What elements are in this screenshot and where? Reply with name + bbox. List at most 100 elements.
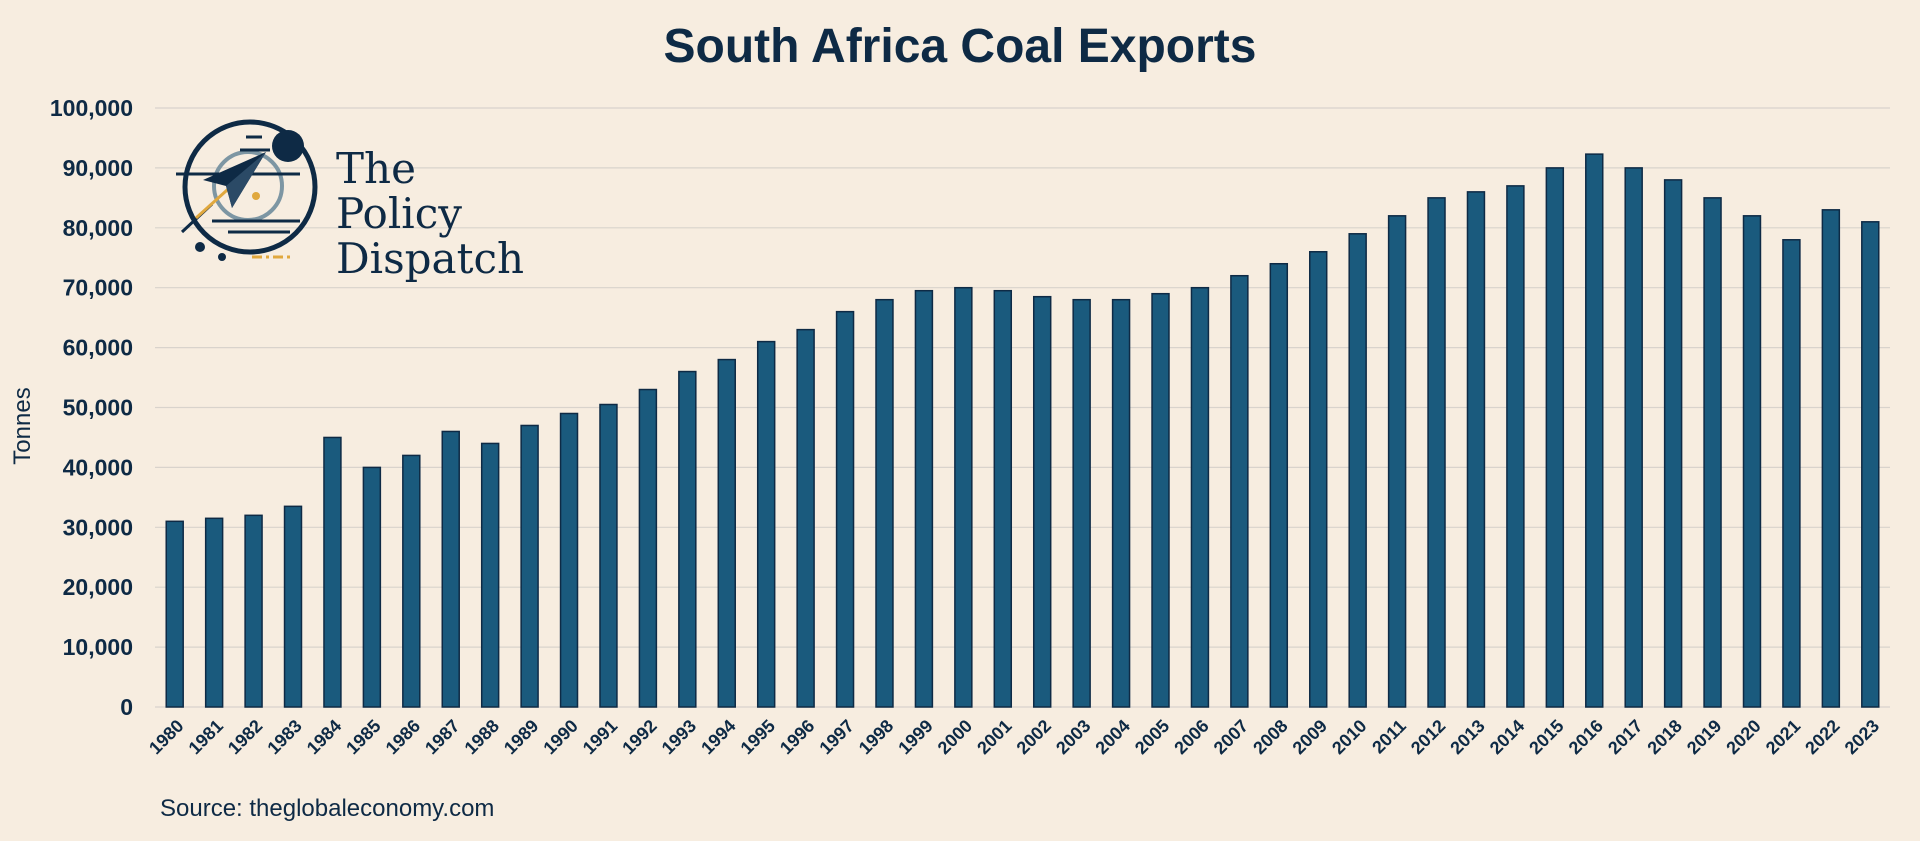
x-tick-label: 1992: [618, 716, 660, 758]
x-tick-label: 1987: [421, 716, 463, 758]
x-tick-label: 1995: [737, 716, 779, 758]
x-tick-label: 2011: [1368, 716, 1410, 758]
x-tick-label: 1989: [500, 716, 542, 758]
bar-2010: [1348, 233, 1367, 708]
x-tick-label: 2003: [1052, 716, 1094, 758]
paper-plane-icon: [176, 119, 318, 261]
bar-1981: [204, 517, 224, 708]
y-tick-label: 0: [120, 694, 133, 720]
bar-2007: [1230, 274, 1249, 708]
x-tick-label: 2014: [1486, 716, 1528, 758]
bar-1986: [402, 454, 421, 708]
chart-title: South Africa Coal Exports: [664, 20, 1257, 73]
bar-1999: [914, 289, 934, 708]
y-tick-label: 60,000: [63, 335, 133, 361]
y-tick-label: 70,000: [63, 275, 133, 301]
bar-1996: [796, 328, 815, 708]
y-tick-label: 30,000: [63, 514, 133, 540]
x-tick-label: 2019: [1683, 716, 1725, 758]
bar-2015: [1545, 167, 1565, 708]
x-tick-label: 1999: [894, 716, 936, 758]
logo-line-1: The: [336, 144, 416, 193]
bar-1995: [756, 340, 776, 708]
x-tick-label: 2000: [934, 716, 976, 758]
x-tick-label: 1996: [776, 716, 818, 758]
y-tick-label: 80,000: [63, 215, 133, 241]
bar-1994: [717, 358, 736, 708]
x-tick-label: 1997: [815, 716, 857, 758]
y-tick-label: 10,000: [63, 634, 133, 660]
x-tick-label: 2006: [1170, 716, 1212, 758]
bar-2002: [1032, 295, 1052, 708]
bar-2003: [1072, 298, 1091, 708]
x-tick-label: 1982: [224, 716, 266, 758]
x-tick-label: 2004: [1091, 716, 1133, 758]
x-tick-label: 2016: [1565, 716, 1607, 758]
bar-1984: [323, 436, 342, 708]
bars: [165, 153, 1880, 708]
y-tick-label: 20,000: [63, 574, 133, 600]
bar-2011: [1387, 215, 1407, 708]
y-tick-label: 100,000: [50, 95, 133, 121]
x-tick-label: 2018: [1643, 716, 1685, 758]
bar-1980: [165, 520, 184, 708]
bar-2016: [1585, 153, 1604, 708]
y-axis-ticks: 0 10,000 20,000 30,000 40,000 50,000 60,000 70,…: [50, 95, 133, 720]
bar-2018: [1663, 179, 1683, 708]
x-tick-label: 2021: [1762, 716, 1804, 758]
x-tick-label: 2010: [1328, 716, 1370, 758]
x-tick-label: 2020: [1722, 716, 1764, 758]
y-axis-label: Tonnes: [9, 387, 36, 464]
x-tick-label: 2012: [1407, 716, 1449, 758]
x-tick-label: 1981: [185, 716, 227, 758]
bar-2009: [1309, 251, 1328, 708]
x-tick-label: 1988: [461, 716, 503, 758]
logo-line-2: Policy: [336, 189, 462, 238]
bar-1982: [244, 514, 263, 708]
x-tick-label: 1994: [697, 716, 739, 758]
bar-2019: [1703, 197, 1722, 708]
bar-2023: [1861, 221, 1880, 708]
x-tick-label: 2023: [1841, 716, 1883, 758]
bar-1989: [520, 424, 539, 708]
x-tick-label: 1993: [658, 716, 700, 758]
bar-2021: [1782, 239, 1801, 708]
bar-1990: [559, 412, 579, 708]
x-tick-label: 1980: [145, 716, 187, 758]
x-tick-label: 2007: [1210, 716, 1252, 758]
x-tick-label: 2017: [1604, 716, 1646, 758]
bar-1988: [480, 442, 500, 708]
bar-1993: [678, 370, 697, 708]
x-tick-label: 1991: [579, 716, 621, 758]
x-tick-label: 1983: [263, 716, 305, 758]
bar-1992: [638, 388, 658, 708]
bar-2012: [1427, 197, 1446, 708]
x-tick-label: 2022: [1801, 716, 1843, 758]
bar-1997: [835, 310, 855, 708]
y-tick-label: 50,000: [63, 395, 133, 421]
bar-2008: [1269, 262, 1289, 708]
bar-2020: [1742, 215, 1762, 708]
bar-2004: [1111, 298, 1131, 708]
x-tick-label: 2001: [973, 716, 1015, 758]
x-axis-ticks: 1980198119821983198419851986198719881989…: [145, 716, 1883, 758]
bar-1998: [875, 298, 894, 708]
x-tick-label: 2008: [1249, 716, 1291, 758]
bar-1983: [283, 505, 303, 708]
x-tick-label: 2005: [1131, 716, 1173, 758]
bar-1985: [362, 466, 382, 708]
logo-line-3: Dispatch: [336, 234, 524, 283]
bar-1987: [441, 430, 460, 708]
bar-1991: [599, 403, 618, 708]
bar-2022: [1821, 209, 1841, 708]
source-note: Source: theglobaleconomy.com: [160, 795, 494, 822]
y-tick-label: 90,000: [63, 155, 133, 181]
bar-2005: [1151, 292, 1170, 708]
x-tick-label: 1986: [382, 716, 424, 758]
x-tick-label: 1984: [303, 716, 345, 758]
x-tick-label: 1985: [342, 716, 384, 758]
bar-2014: [1506, 185, 1525, 708]
bar-2017: [1624, 167, 1643, 708]
x-tick-label: 2015: [1525, 716, 1567, 758]
